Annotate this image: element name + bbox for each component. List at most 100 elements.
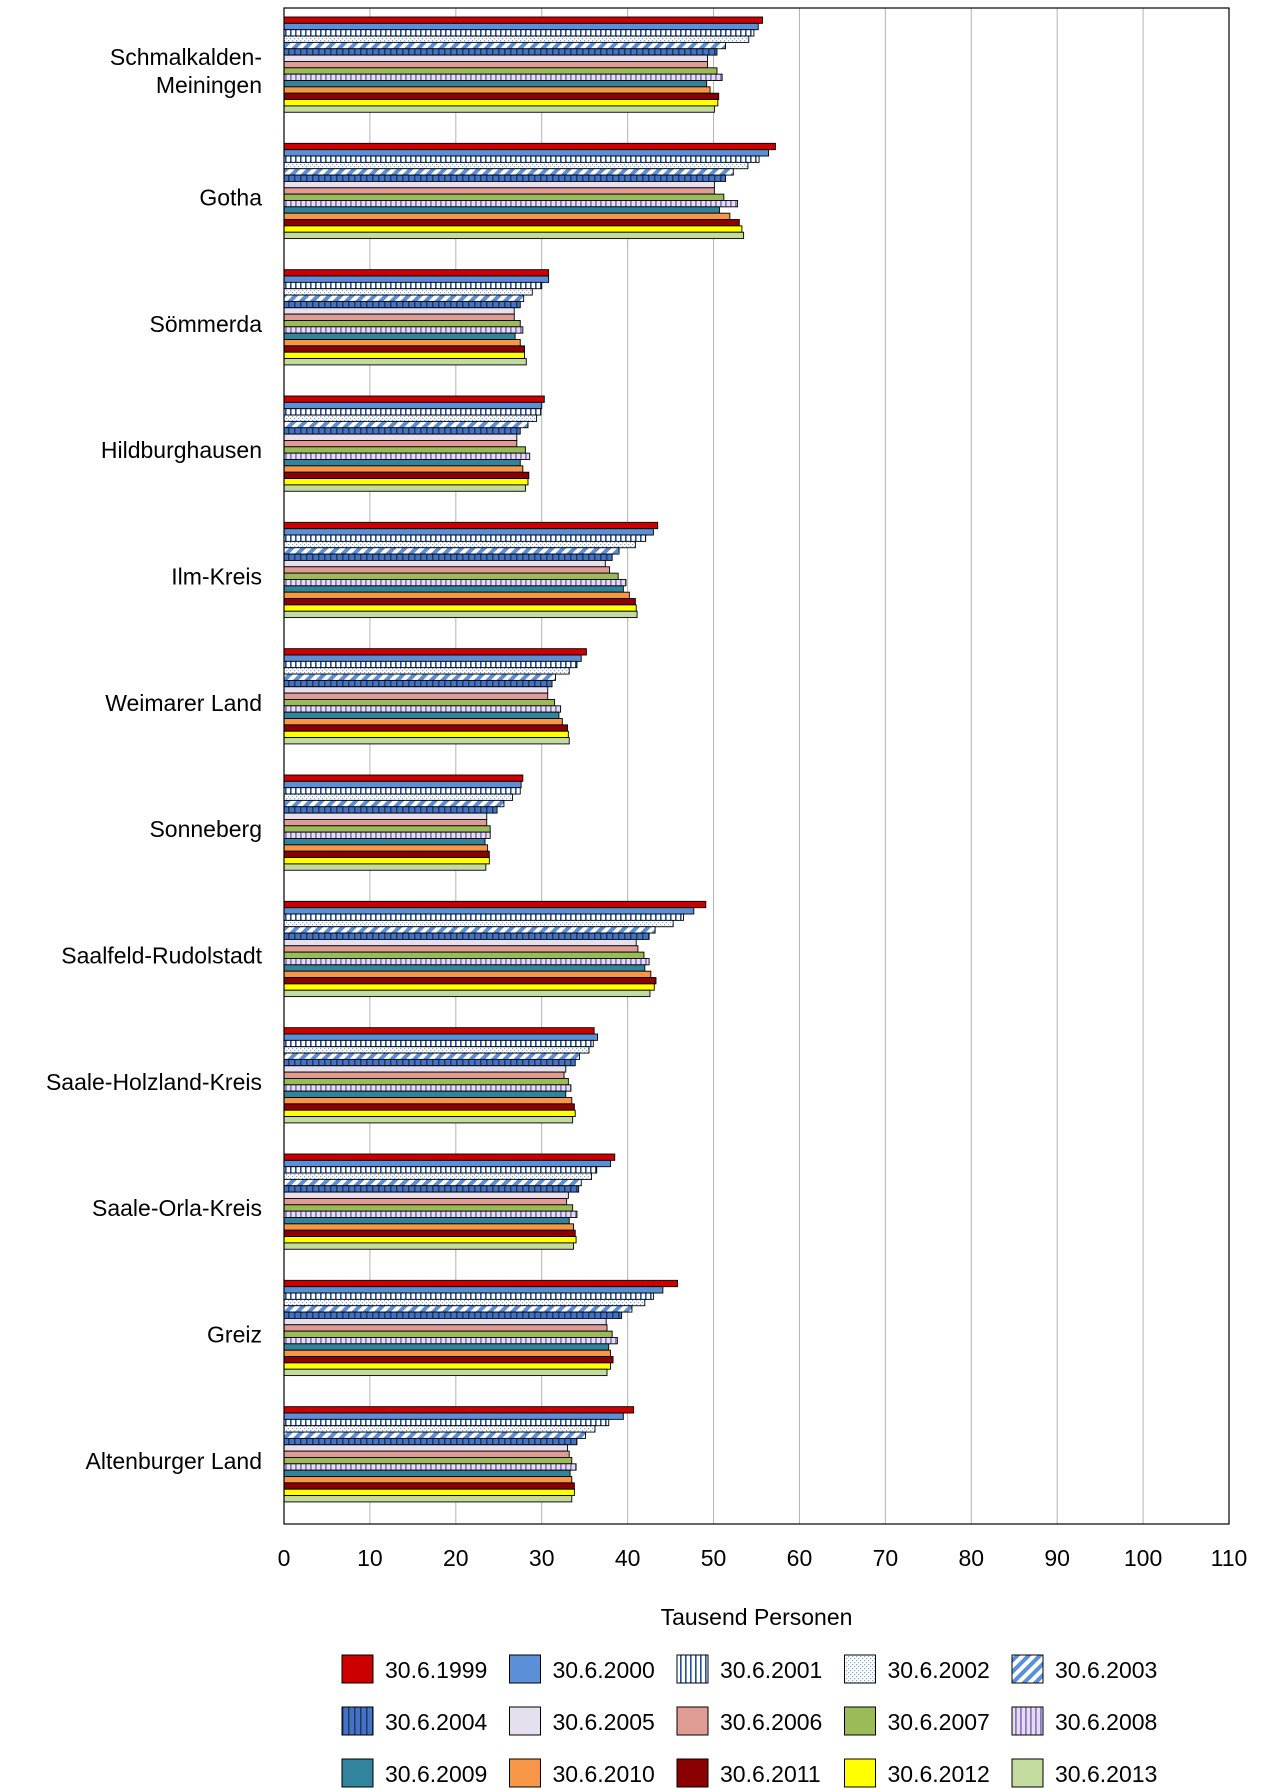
bar bbox=[283, 591, 630, 599]
x-tick-label: 60 bbox=[787, 1545, 813, 1571]
bar bbox=[283, 819, 488, 827]
bar bbox=[283, 452, 531, 460]
bar bbox=[283, 1406, 635, 1414]
x-tick-labels: 0 10 20 30 40 50 60 70 80 90 100 110 bbox=[278, 1545, 1248, 1571]
bar bbox=[283, 679, 553, 688]
bar bbox=[283, 1166, 598, 1174]
bar bbox=[283, 269, 550, 277]
legend-label: 30.6.2010 bbox=[553, 1761, 655, 1787]
bar bbox=[283, 1084, 572, 1092]
bar bbox=[283, 1027, 595, 1035]
x-tick-label: 50 bbox=[701, 1545, 727, 1571]
category-label-line: Saale-Holzland-Kreis bbox=[46, 1069, 262, 1095]
legend-item: 30.6.2009 bbox=[341, 1758, 487, 1788]
legend-swatch bbox=[341, 1706, 374, 1736]
bar bbox=[283, 294, 525, 302]
bar bbox=[283, 1469, 571, 1477]
x-tick-label: 80 bbox=[958, 1545, 984, 1571]
bar bbox=[283, 1330, 613, 1338]
bar bbox=[283, 1090, 567, 1098]
bar bbox=[283, 1046, 590, 1054]
bar bbox=[283, 1418, 610, 1427]
bar bbox=[283, 187, 715, 195]
bar bbox=[283, 67, 718, 75]
bar bbox=[283, 1444, 568, 1452]
bar bbox=[283, 1324, 608, 1332]
legend-label: 30.6.2006 bbox=[720, 1709, 822, 1735]
bar bbox=[283, 1279, 678, 1288]
bar-group bbox=[283, 269, 550, 366]
bar-group bbox=[283, 395, 545, 492]
legend-swatch bbox=[509, 1654, 541, 1684]
legend-swatch bbox=[341, 1758, 374, 1788]
category-label-line: Gotha bbox=[199, 185, 262, 211]
bar bbox=[283, 787, 521, 795]
bar bbox=[283, 414, 538, 422]
bar bbox=[283, 1191, 569, 1199]
x-tick-label: 90 bbox=[1044, 1545, 1070, 1571]
bar bbox=[283, 1488, 575, 1497]
bar bbox=[283, 1185, 580, 1193]
bar bbox=[283, 408, 542, 416]
bar bbox=[283, 427, 521, 435]
bar bbox=[283, 446, 526, 454]
bar bbox=[283, 1482, 575, 1490]
bar bbox=[283, 553, 613, 561]
bar-group bbox=[283, 16, 763, 113]
bar bbox=[283, 86, 711, 94]
legend-label: 30.6.2005 bbox=[553, 1709, 655, 1735]
legend-item: 30.6.2010 bbox=[509, 1758, 655, 1788]
bar bbox=[283, 1292, 654, 1300]
bar bbox=[283, 200, 739, 208]
bar-group bbox=[283, 1406, 635, 1503]
legend-swatch bbox=[676, 1758, 709, 1788]
bar bbox=[283, 345, 525, 353]
bar bbox=[283, 838, 486, 846]
bar bbox=[283, 155, 760, 163]
bar bbox=[283, 1058, 576, 1067]
bar bbox=[283, 983, 655, 991]
bar bbox=[283, 1223, 574, 1231]
bar bbox=[283, 806, 498, 814]
bar bbox=[283, 964, 646, 972]
bar bbox=[283, 61, 708, 69]
bar bbox=[283, 1159, 611, 1168]
bar bbox=[283, 692, 549, 700]
bar bbox=[283, 16, 763, 24]
bar bbox=[283, 521, 659, 530]
bar bbox=[283, 105, 715, 113]
legend-label: 30.6.2007 bbox=[888, 1709, 990, 1735]
bar-group bbox=[283, 521, 659, 619]
bar bbox=[283, 844, 489, 852]
bar bbox=[283, 1476, 573, 1484]
bar bbox=[283, 825, 491, 833]
bar bbox=[283, 1204, 574, 1212]
category-label-line: Hildburghausen bbox=[101, 437, 262, 463]
bar bbox=[283, 288, 533, 296]
bar bbox=[283, 579, 627, 587]
category-label-line: Ilm-Kreis bbox=[171, 564, 262, 590]
category-label: Schmalkalden-Meiningen bbox=[110, 44, 262, 98]
category-labels: Schmalkalden-Meiningen Gotha Sömmerda Hildb… bbox=[46, 44, 263, 1474]
legend-swatch bbox=[676, 1706, 709, 1736]
bar bbox=[283, 231, 745, 240]
bar bbox=[283, 598, 636, 606]
bar bbox=[283, 35, 750, 43]
bar bbox=[283, 1229, 576, 1237]
legend-label: 30.6.2004 bbox=[385, 1709, 488, 1735]
bar bbox=[283, 1236, 577, 1244]
bar bbox=[283, 395, 545, 403]
legend-swatch bbox=[341, 1654, 374, 1684]
bar bbox=[283, 212, 731, 220]
legend-item: 30.6.2001 bbox=[676, 1654, 822, 1684]
legend-swatch bbox=[1011, 1706, 1044, 1736]
x-tick-label: 20 bbox=[443, 1545, 469, 1571]
legend: 30.6.1999 30.6.2000 30.6.2001 30.6.2002 30.6… bbox=[341, 1654, 1157, 1788]
bar bbox=[283, 1052, 580, 1060]
bar bbox=[283, 1065, 567, 1073]
category-label: Saale-Holzland-Kreis bbox=[46, 1069, 262, 1095]
bar-group bbox=[283, 142, 776, 240]
bar-group bbox=[283, 1027, 599, 1124]
bar bbox=[283, 604, 637, 612]
